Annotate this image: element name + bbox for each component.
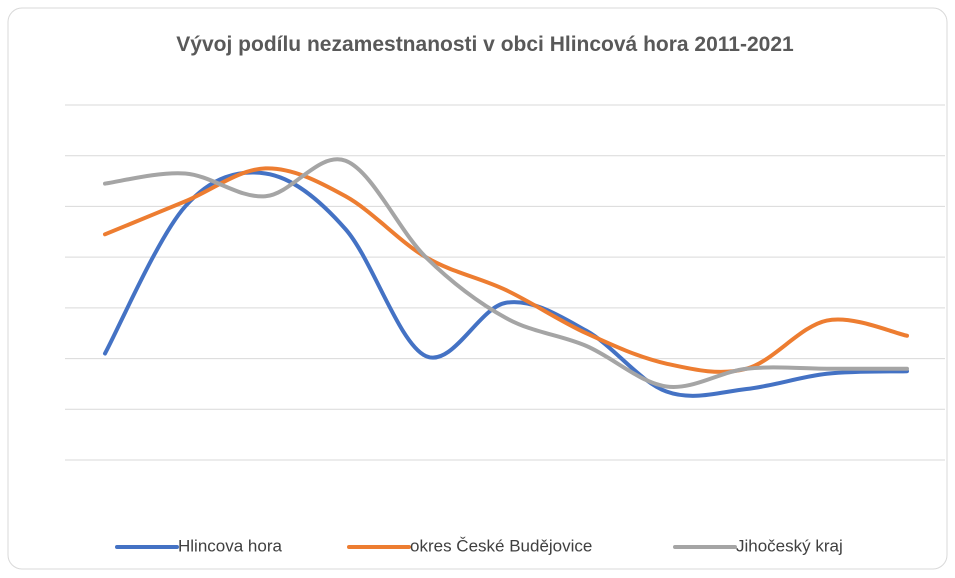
legend-label: Hlincova hora — [178, 536, 282, 555]
series-line — [103, 166, 909, 374]
legend-label: okres České Budějovice — [410, 536, 592, 555]
series-line — [103, 170, 909, 398]
series-line — [103, 157, 909, 389]
chart-title: Vývoj podílu nezamestnanosti v obci Hlin… — [176, 33, 794, 56]
chart-border — [7, 7, 948, 570]
legend-label: Jihočeský kraj — [736, 536, 843, 555]
